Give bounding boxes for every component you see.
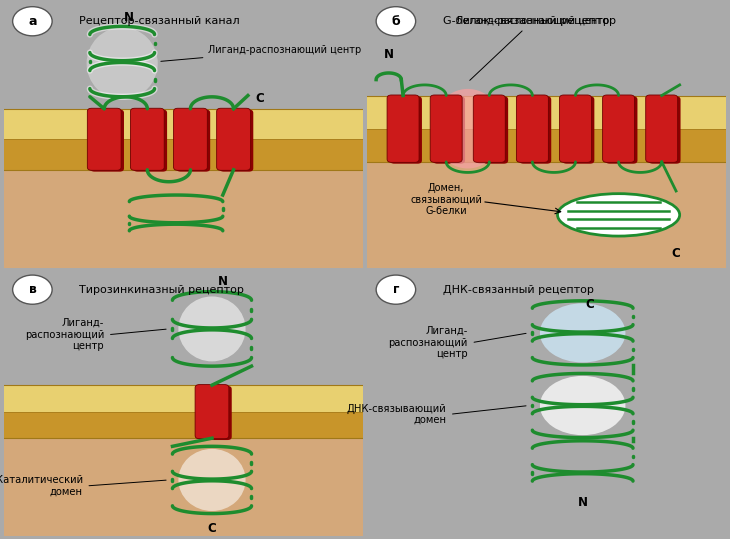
FancyBboxPatch shape — [430, 95, 462, 162]
Text: Рецептор-связанный канал: Рецептор-связанный канал — [79, 16, 239, 26]
FancyBboxPatch shape — [367, 162, 726, 268]
FancyBboxPatch shape — [562, 96, 594, 164]
Text: Лиганд-распознающий центр: Лиганд-распознающий центр — [161, 45, 361, 61]
FancyBboxPatch shape — [131, 108, 164, 170]
FancyBboxPatch shape — [648, 96, 680, 164]
FancyBboxPatch shape — [367, 95, 726, 129]
FancyBboxPatch shape — [519, 96, 551, 164]
Ellipse shape — [178, 296, 245, 361]
Text: N: N — [384, 48, 393, 61]
Text: ДНК-связывающий
домен: ДНК-связывающий домен — [347, 404, 446, 425]
Ellipse shape — [87, 27, 158, 99]
FancyBboxPatch shape — [195, 385, 229, 439]
Text: Лиганд-распознающий центр: Лиганд-распознающий центр — [456, 16, 609, 80]
Text: Лиганд-
распознающий
центр: Лиганд- распознающий центр — [25, 318, 104, 351]
FancyBboxPatch shape — [367, 129, 726, 162]
Text: N: N — [124, 11, 134, 24]
FancyBboxPatch shape — [198, 386, 231, 440]
FancyBboxPatch shape — [88, 108, 121, 170]
FancyBboxPatch shape — [602, 95, 634, 162]
Ellipse shape — [432, 89, 504, 169]
FancyBboxPatch shape — [433, 96, 465, 164]
Ellipse shape — [540, 303, 626, 363]
Text: Тирозинкиназный рецептор: Тирозинкиназный рецептор — [79, 285, 244, 295]
Text: C: C — [255, 92, 264, 105]
FancyBboxPatch shape — [390, 96, 422, 164]
Text: N: N — [218, 275, 228, 288]
Circle shape — [376, 275, 415, 304]
Ellipse shape — [178, 449, 245, 511]
FancyBboxPatch shape — [4, 109, 363, 139]
Text: Каталитический
домен: Каталитический домен — [0, 475, 82, 497]
Circle shape — [12, 275, 52, 304]
Circle shape — [376, 6, 415, 36]
FancyBboxPatch shape — [4, 385, 363, 412]
Text: G-белок-связанный рецептор: G-белок-связанный рецептор — [442, 16, 615, 26]
Text: г: г — [393, 283, 399, 296]
FancyBboxPatch shape — [559, 95, 591, 162]
FancyBboxPatch shape — [174, 108, 207, 170]
Ellipse shape — [558, 194, 680, 236]
Text: Лиганд-
распознающий
центр: Лиганд- распознающий центр — [388, 326, 468, 360]
Text: N: N — [577, 496, 588, 509]
FancyBboxPatch shape — [605, 96, 637, 164]
Text: C: C — [585, 298, 594, 310]
Text: ДНК-связанный рецептор: ДНК-связанный рецептор — [442, 285, 593, 295]
Text: а: а — [28, 15, 36, 28]
FancyBboxPatch shape — [473, 95, 505, 162]
Ellipse shape — [540, 376, 626, 435]
FancyBboxPatch shape — [476, 96, 508, 164]
Text: C: C — [207, 522, 216, 535]
FancyBboxPatch shape — [134, 109, 167, 171]
FancyBboxPatch shape — [387, 95, 419, 162]
FancyBboxPatch shape — [4, 438, 363, 536]
FancyBboxPatch shape — [4, 412, 363, 438]
Circle shape — [12, 6, 52, 36]
FancyBboxPatch shape — [217, 108, 250, 170]
FancyBboxPatch shape — [91, 109, 124, 171]
FancyBboxPatch shape — [4, 170, 363, 268]
Text: в: в — [28, 283, 36, 296]
FancyBboxPatch shape — [220, 109, 253, 171]
FancyBboxPatch shape — [516, 95, 548, 162]
Text: б: б — [391, 15, 400, 28]
FancyBboxPatch shape — [4, 139, 363, 170]
Text: C: C — [672, 247, 680, 260]
Text: Домен,
связывающий
G-белки: Домен, связывающий G-белки — [410, 183, 482, 216]
FancyBboxPatch shape — [646, 95, 677, 162]
FancyBboxPatch shape — [177, 109, 210, 171]
